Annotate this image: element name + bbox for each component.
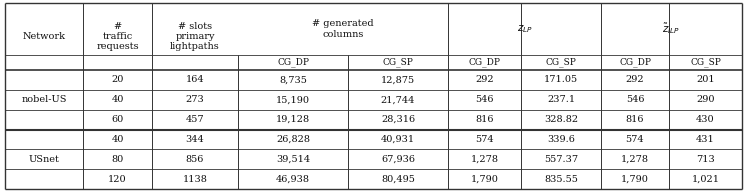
Text: 328.82: 328.82 — [544, 115, 578, 124]
Text: CG_SP: CG_SP — [545, 58, 577, 67]
Text: 40: 40 — [111, 135, 124, 144]
Text: #
traffic
requests: # traffic requests — [96, 22, 139, 51]
Text: 171.05: 171.05 — [544, 75, 578, 84]
Text: 816: 816 — [626, 115, 644, 124]
Text: 46,938: 46,938 — [276, 175, 310, 184]
Text: 80: 80 — [111, 155, 123, 164]
Text: 21,744: 21,744 — [381, 95, 415, 104]
Text: 816: 816 — [475, 115, 494, 124]
Text: # slots
primary
lightpaths: # slots primary lightpaths — [170, 22, 220, 51]
Text: 15,190: 15,190 — [276, 95, 310, 104]
Text: 1,021: 1,021 — [692, 175, 719, 184]
Text: 713: 713 — [696, 155, 715, 164]
Text: 1,790: 1,790 — [471, 175, 498, 184]
Text: 12,875: 12,875 — [381, 75, 415, 84]
Text: 431: 431 — [696, 135, 715, 144]
Text: 292: 292 — [475, 75, 494, 84]
Text: 430: 430 — [696, 115, 715, 124]
Text: 67,936: 67,936 — [381, 155, 415, 164]
Text: 19,128: 19,128 — [276, 115, 310, 124]
Text: $\tilde{z}_{ILP}$: $\tilde{z}_{ILP}$ — [663, 22, 681, 36]
Text: 557.37: 557.37 — [544, 155, 578, 164]
Text: 546: 546 — [475, 95, 494, 104]
Text: CG_SP: CG_SP — [382, 58, 413, 67]
Text: 60: 60 — [111, 115, 123, 124]
Text: CG_DP: CG_DP — [619, 58, 651, 67]
Text: nobel-US: nobel-US — [21, 95, 66, 104]
Text: 292: 292 — [626, 75, 645, 84]
Text: Network: Network — [22, 32, 66, 41]
Text: # generated
columns: # generated columns — [312, 19, 374, 39]
Text: 1,790: 1,790 — [621, 175, 649, 184]
Text: 1,278: 1,278 — [621, 155, 649, 164]
Text: 80,495: 80,495 — [381, 175, 415, 184]
Text: 344: 344 — [185, 135, 205, 144]
Text: 20: 20 — [111, 75, 124, 84]
Text: 39,514: 39,514 — [276, 155, 310, 164]
Text: USnet: USnet — [28, 155, 60, 164]
Text: 164: 164 — [186, 75, 205, 84]
Text: 290: 290 — [696, 95, 715, 104]
Text: 28,316: 28,316 — [381, 115, 415, 124]
Text: 237.1: 237.1 — [547, 95, 575, 104]
Text: 120: 120 — [108, 175, 127, 184]
Text: 339.6: 339.6 — [547, 135, 575, 144]
Text: CG_DP: CG_DP — [468, 58, 500, 67]
Text: 40: 40 — [111, 95, 124, 104]
Text: 835.55: 835.55 — [544, 175, 578, 184]
Text: 574: 574 — [475, 135, 494, 144]
Text: 1138: 1138 — [182, 175, 208, 184]
Text: $z_{LP}$: $z_{LP}$ — [517, 23, 533, 35]
Text: 1,278: 1,278 — [471, 155, 498, 164]
Text: CG_DP: CG_DP — [277, 58, 309, 67]
Text: 201: 201 — [696, 75, 715, 84]
Text: 457: 457 — [186, 115, 205, 124]
Text: 273: 273 — [185, 95, 205, 104]
Text: 546: 546 — [626, 95, 644, 104]
Text: 26,828: 26,828 — [276, 135, 310, 144]
Text: 8,735: 8,735 — [279, 75, 307, 84]
Text: 574: 574 — [626, 135, 645, 144]
Text: 856: 856 — [186, 155, 204, 164]
Text: 40,931: 40,931 — [381, 135, 415, 144]
Text: CG_SP: CG_SP — [690, 58, 721, 67]
